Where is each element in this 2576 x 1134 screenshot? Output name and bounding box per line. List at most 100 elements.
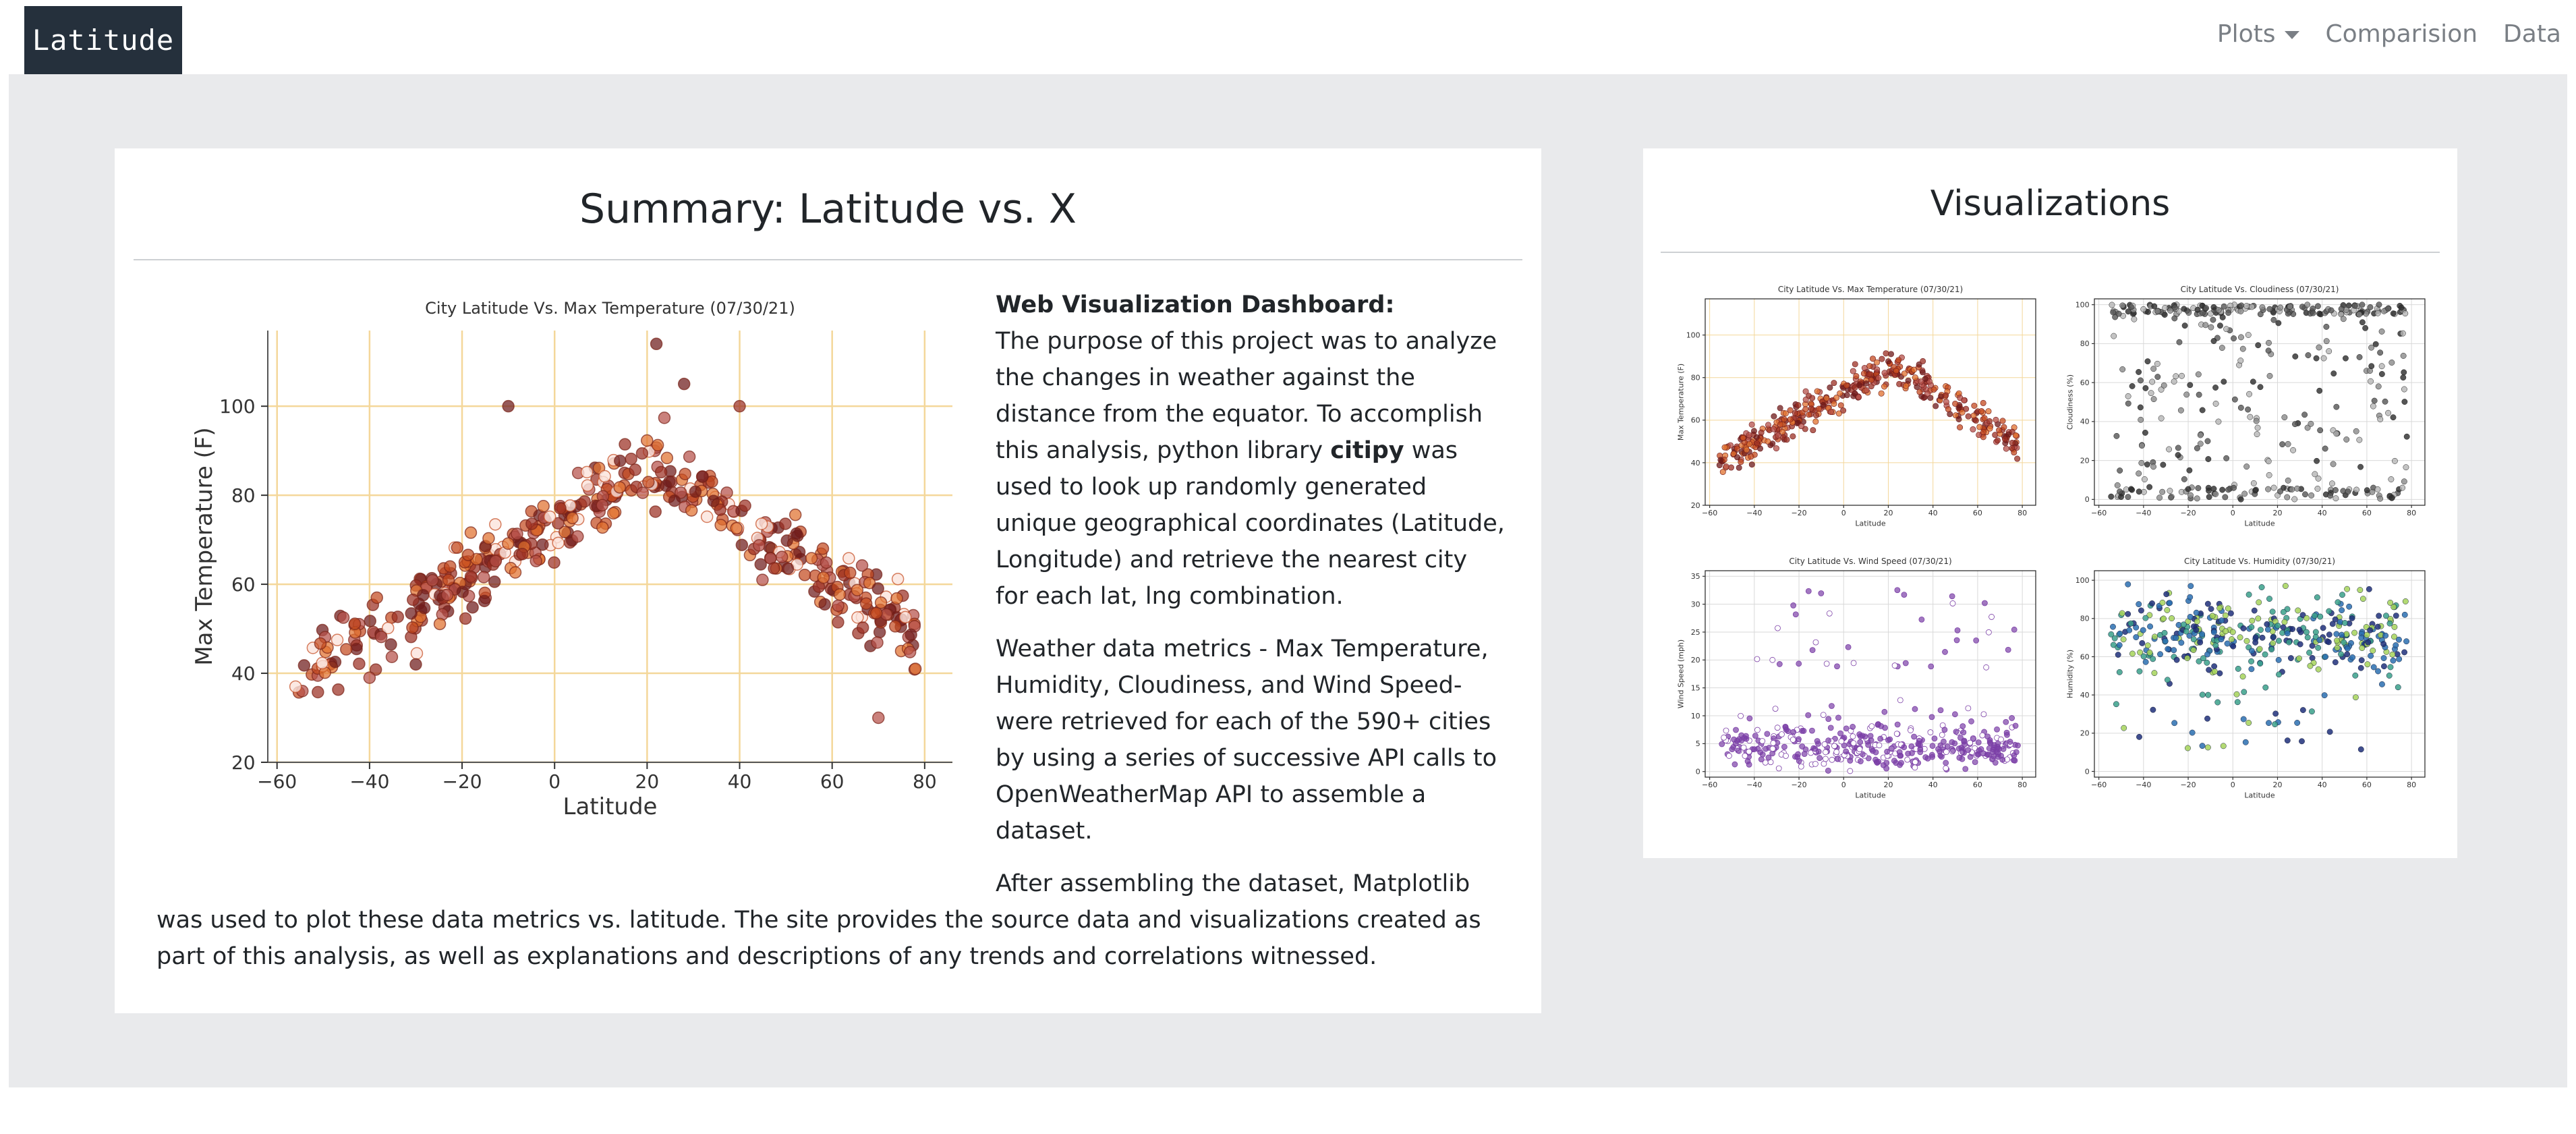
- data-point: [2357, 746, 2364, 753]
- data-point: [2210, 316, 2216, 323]
- data-point: [1812, 639, 1819, 646]
- x-tick-label: 40: [2318, 781, 2327, 789]
- data-point: [552, 536, 565, 550]
- data-point: [2314, 485, 2321, 492]
- x-tick-label: −40: [1746, 509, 1762, 517]
- data-point: [1943, 392, 1949, 399]
- data-point: [614, 454, 627, 467]
- data-point: [2250, 378, 2256, 385]
- nav-plots-dropdown[interactable]: Plots: [2217, 20, 2300, 48]
- data-point: [2151, 670, 2158, 677]
- data-point: [456, 586, 469, 598]
- data-point: [1750, 428, 1757, 434]
- visualizations-divider: [1661, 252, 2440, 253]
- nav-comparision-link[interactable]: Comparision: [2325, 20, 2478, 48]
- data-point: [1802, 406, 1809, 413]
- data-point: [559, 526, 571, 538]
- data-point: [1988, 614, 1995, 620]
- data-point: [851, 611, 864, 624]
- data-point: [2357, 587, 2364, 594]
- data-point: [2180, 621, 2187, 628]
- data-point: [2303, 615, 2310, 621]
- data-point: [1790, 737, 1796, 743]
- data-point: [1878, 390, 1885, 397]
- data-point: [2128, 486, 2134, 492]
- data-point: [2338, 651, 2345, 658]
- data-point: [2246, 391, 2252, 397]
- data-point: [2150, 706, 2156, 713]
- data-point: [1792, 611, 1799, 618]
- data-point: [2257, 384, 2264, 391]
- x-tick-label: 20: [1883, 781, 1893, 789]
- x-tick-label: 80: [2407, 509, 2416, 517]
- data-point: [1798, 763, 1804, 770]
- data-point: [2239, 673, 2246, 680]
- data-point: [2211, 669, 2218, 675]
- mini-humidity-chart[interactable]: −60 −40 −20 0 20 40 60 80 0 20 40 60 80 100 City Latit…: [2046, 546, 2444, 816]
- brand-logo[interactable]: Latitude: [24, 6, 182, 74]
- nav-data-link[interactable]: Data: [2503, 20, 2561, 48]
- data-point: [1775, 432, 1781, 439]
- data-point: [2237, 404, 2244, 411]
- data-point: [1994, 437, 2001, 444]
- data-point: [2299, 707, 2306, 714]
- data-point: [1930, 386, 1937, 393]
- data-point: [2321, 692, 2328, 699]
- data-point: [2369, 488, 2376, 495]
- data-point: [1857, 758, 1864, 764]
- data-point: [2266, 720, 2272, 727]
- data-point: [1891, 758, 1897, 764]
- x-tick-label: −60: [2091, 781, 2107, 789]
- data-point: [2137, 377, 2144, 384]
- data-point: [2187, 583, 2194, 590]
- data-point: [1863, 380, 1870, 387]
- mini-temperature-chart[interactable]: −60 −40 −20 0 20 40 60 80 20 40 60 80 100 City Latitu…: [1657, 275, 2055, 544]
- data-point: [1774, 725, 1781, 731]
- data-point: [1731, 761, 1738, 768]
- data-point: [755, 517, 768, 530]
- mini-wind-speed-chart[interactable]: −60 −40 −20 0 20 40 60 80 0 5 10 15 20 25 30 35 City Lat…: [1657, 546, 2055, 816]
- data-point: [1961, 397, 1968, 403]
- data-point: [2265, 486, 2272, 492]
- summary-heading: Web Visualization Dashboard:: [996, 291, 1395, 318]
- data-point: [1812, 761, 1819, 767]
- data-point: [1949, 593, 1955, 600]
- data-point: [2368, 344, 2375, 351]
- data-point: [1941, 727, 1948, 733]
- data-point: [2237, 496, 2244, 503]
- data-point: [832, 599, 845, 613]
- data-point: [2380, 663, 2387, 670]
- data-point: [2144, 461, 2150, 467]
- x-tick-label: −40: [2136, 781, 2151, 789]
- data-point: [2292, 353, 2299, 360]
- data-point: [1736, 464, 1742, 471]
- data-point: [2312, 471, 2318, 478]
- data-point: [1999, 756, 2006, 763]
- data-point: [502, 399, 515, 413]
- data-point: [2204, 651, 2211, 658]
- data-point: [2255, 342, 2262, 349]
- y-tick-label: 20: [2080, 729, 2090, 738]
- data-point: [2199, 743, 2206, 749]
- data-point: [1825, 737, 1832, 744]
- data-point: [869, 606, 883, 620]
- mini-cloudiness-chart[interactable]: −60 −40 −20 0 20 40 60 80 0 20 40 60 80 100 City Latit…: [2046, 275, 2444, 544]
- data-point: [1757, 445, 1764, 452]
- data-point: [2229, 629, 2236, 635]
- data-point: [2292, 421, 2298, 428]
- data-point: [855, 559, 869, 572]
- data-point: [2204, 659, 2210, 666]
- data-point: [2268, 646, 2275, 653]
- data-point: [1719, 469, 1726, 476]
- data-point: [2323, 338, 2330, 345]
- data-point: [1929, 743, 1936, 749]
- data-point: [1877, 735, 1884, 742]
- main-temperature-chart[interactable]: −60 −40 −20 0 20 40 60 80 20 40 60 80 100 City Latitu…: [156, 287, 974, 880]
- data-point: [1874, 366, 1881, 373]
- x-tick-label: 40: [728, 770, 752, 793]
- data-point: [1928, 663, 1935, 670]
- data-point: [1775, 765, 1782, 772]
- data-point: [2145, 308, 2151, 315]
- data-point: [2119, 610, 2125, 617]
- data-point: [1837, 390, 1843, 397]
